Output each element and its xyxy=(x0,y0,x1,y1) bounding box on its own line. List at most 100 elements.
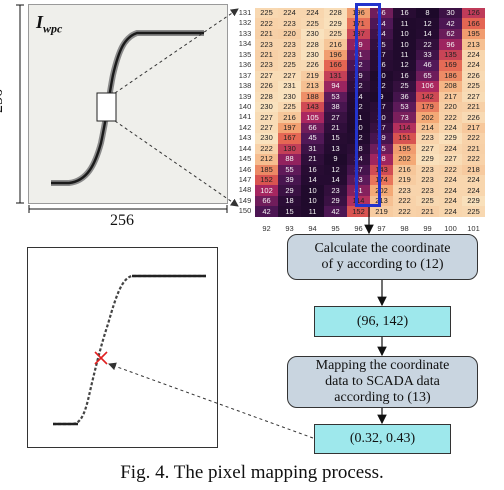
heatmap-cell: 216 xyxy=(278,112,301,123)
column-label: 93 xyxy=(285,224,294,233)
heatmap-cell: 114 xyxy=(393,122,416,134)
heatmap-cell: 224 xyxy=(278,8,301,19)
heatmap-cell: 39 xyxy=(370,133,393,144)
mapping-to-scada-box: Mapping the coordinate data to SCADA data… xyxy=(287,356,478,408)
heatmap-cell: 81 xyxy=(347,185,370,196)
heatmap-cell: 142 xyxy=(416,91,439,102)
heatmap-cell: 216 xyxy=(393,164,416,175)
heatmap-cell: 195 xyxy=(462,28,485,40)
heatmap-cell: 224 xyxy=(301,8,324,19)
heatmap-cell: 223 xyxy=(278,49,301,61)
heatmap-cell: 89 xyxy=(347,39,370,50)
heatmap-cell: 222 xyxy=(393,206,416,217)
heatmap-cell: 135 xyxy=(439,49,462,61)
row-label: 136 xyxy=(238,60,252,70)
heatmap-row: 222 130 31 13 18 65 195 227 224 221 xyxy=(255,143,485,155)
heatmap-cell: 25 xyxy=(370,39,393,50)
heatmap-cell: 224 xyxy=(462,175,485,186)
column-label: 100 xyxy=(444,224,457,233)
heatmap-cell: 11 xyxy=(347,112,370,123)
height-dimension-label: 256 xyxy=(0,89,6,113)
heatmap-cell: 12 xyxy=(416,18,439,29)
heatmap-cell: 45 xyxy=(301,133,324,144)
heatmap-cell: 34 xyxy=(370,28,393,40)
heatmap-cell: 227 xyxy=(255,122,278,134)
heatmap-cell: 27 xyxy=(324,112,347,123)
heatmap-cell: 229 xyxy=(416,154,439,165)
heatmap-row: 228 230 188 53 14 9 36 142 217 227 xyxy=(255,91,485,102)
heatmap-cell: 216 xyxy=(324,39,347,50)
heatmap-cell: 38 xyxy=(324,101,347,113)
heatmap-cell: 12 xyxy=(370,81,393,92)
heatmap-cell: 94 xyxy=(324,81,347,92)
heatmap-cell: 221 xyxy=(255,49,278,61)
heatmap-cell: 130 xyxy=(278,143,301,155)
heatmap-cell: 195 xyxy=(393,143,416,155)
heatmap-cell: 143 xyxy=(370,164,393,175)
heatmap-cell: 220 xyxy=(278,28,301,40)
heatmap-cell: 185 xyxy=(255,164,278,175)
row-label: 131 xyxy=(238,8,252,17)
heatmap-cell: 188 xyxy=(301,91,324,102)
heatmap-cell: 151 xyxy=(393,133,416,144)
heatmap-cell: 66 xyxy=(255,195,278,207)
heatmap-cell: 29 xyxy=(278,185,301,196)
heatmap-cell: 223 xyxy=(255,39,278,50)
heatmap-row: 152 39 14 14 53 174 219 223 224 224 xyxy=(255,175,485,186)
heatmap-cell: 230 xyxy=(301,28,324,40)
heatmap-cell: 227 xyxy=(255,70,278,82)
heatmap-cell: 12 xyxy=(324,164,347,175)
heatmap-cell: 24 xyxy=(347,154,370,165)
heatmap-cell: 105 xyxy=(301,112,324,123)
heatmap-cell: 152 xyxy=(347,206,370,217)
heatmap-cell: 114 xyxy=(347,195,370,207)
heatmap-cell: 222 xyxy=(462,133,485,144)
heatmap-cell: 169 xyxy=(439,60,462,71)
heatmap-cell: 106 xyxy=(416,81,439,92)
heatmap-cell: 131 xyxy=(324,70,347,82)
heatmap-cell: 33 xyxy=(416,49,439,61)
heatmap-cell: 29 xyxy=(324,195,347,207)
heatmap-cell: 12 xyxy=(347,101,370,113)
heatmap-row: 227 227 219 131 29 10 16 65 186 226 xyxy=(255,70,485,82)
heatmap-cell: 225 xyxy=(255,8,278,19)
row-label: 133 xyxy=(238,28,252,38)
heatmap-cell: 9 xyxy=(370,91,393,102)
heatmap-cell: 223 xyxy=(255,60,278,71)
heatmap-cell: 15 xyxy=(278,206,301,217)
heatmap-cell: 126 xyxy=(462,8,485,19)
heatmap-cell: 225 xyxy=(324,28,347,40)
heatmap-cell: 21 xyxy=(324,122,347,134)
row-label: 142 xyxy=(238,122,252,132)
heatmap-cell: 225 xyxy=(462,206,485,217)
heatmap-cell: 16 xyxy=(301,164,324,175)
column-label: 101 xyxy=(467,224,480,233)
heatmap-cell: 220 xyxy=(439,101,462,113)
heatmap-cell: 217 xyxy=(439,91,462,102)
heatmap-cell: 166 xyxy=(462,18,485,29)
dashed-curve-graphic xyxy=(53,274,206,426)
heatmap-cell: 13 xyxy=(324,143,347,155)
pixel-heatmap: 225 224 224 228 196 66 16 8 30 126 222 223 225 229 171… xyxy=(255,8,485,217)
heatmap-cell: 230 xyxy=(255,133,278,144)
heatmap-cell: 226 xyxy=(462,70,485,82)
heatmap-cell: 36 xyxy=(393,91,416,102)
heatmap-cell: 221 xyxy=(462,101,485,113)
heatmap-cell: 22 xyxy=(347,81,370,92)
heatmap-cell: 37 xyxy=(347,164,370,175)
heatmap-cell: 223 xyxy=(416,185,439,196)
heatmap-cell: 17 xyxy=(370,49,393,61)
row-label: 141 xyxy=(238,112,252,122)
heatmap-cell: 222 xyxy=(462,154,485,165)
heatmap-cell: 222 xyxy=(439,164,462,175)
heatmap-row: 227 197 66 21 10 27 114 214 224 217 xyxy=(255,122,485,134)
heatmap-cell: 224 xyxy=(439,175,462,186)
heatmap-row: 102 29 10 23 81 202 223 223 224 224 xyxy=(255,185,485,196)
row-label: 143 xyxy=(238,133,252,143)
heatmap-cell: 21 xyxy=(301,154,324,165)
heatmap-row: 226 231 213 94 22 12 25 106 208 225 xyxy=(255,81,485,92)
heatmap-cell: 229 xyxy=(462,195,485,207)
row-label: 145 xyxy=(238,154,252,164)
heatmap-cell: 228 xyxy=(255,91,278,102)
heatmap-cell: 230 xyxy=(301,49,324,61)
